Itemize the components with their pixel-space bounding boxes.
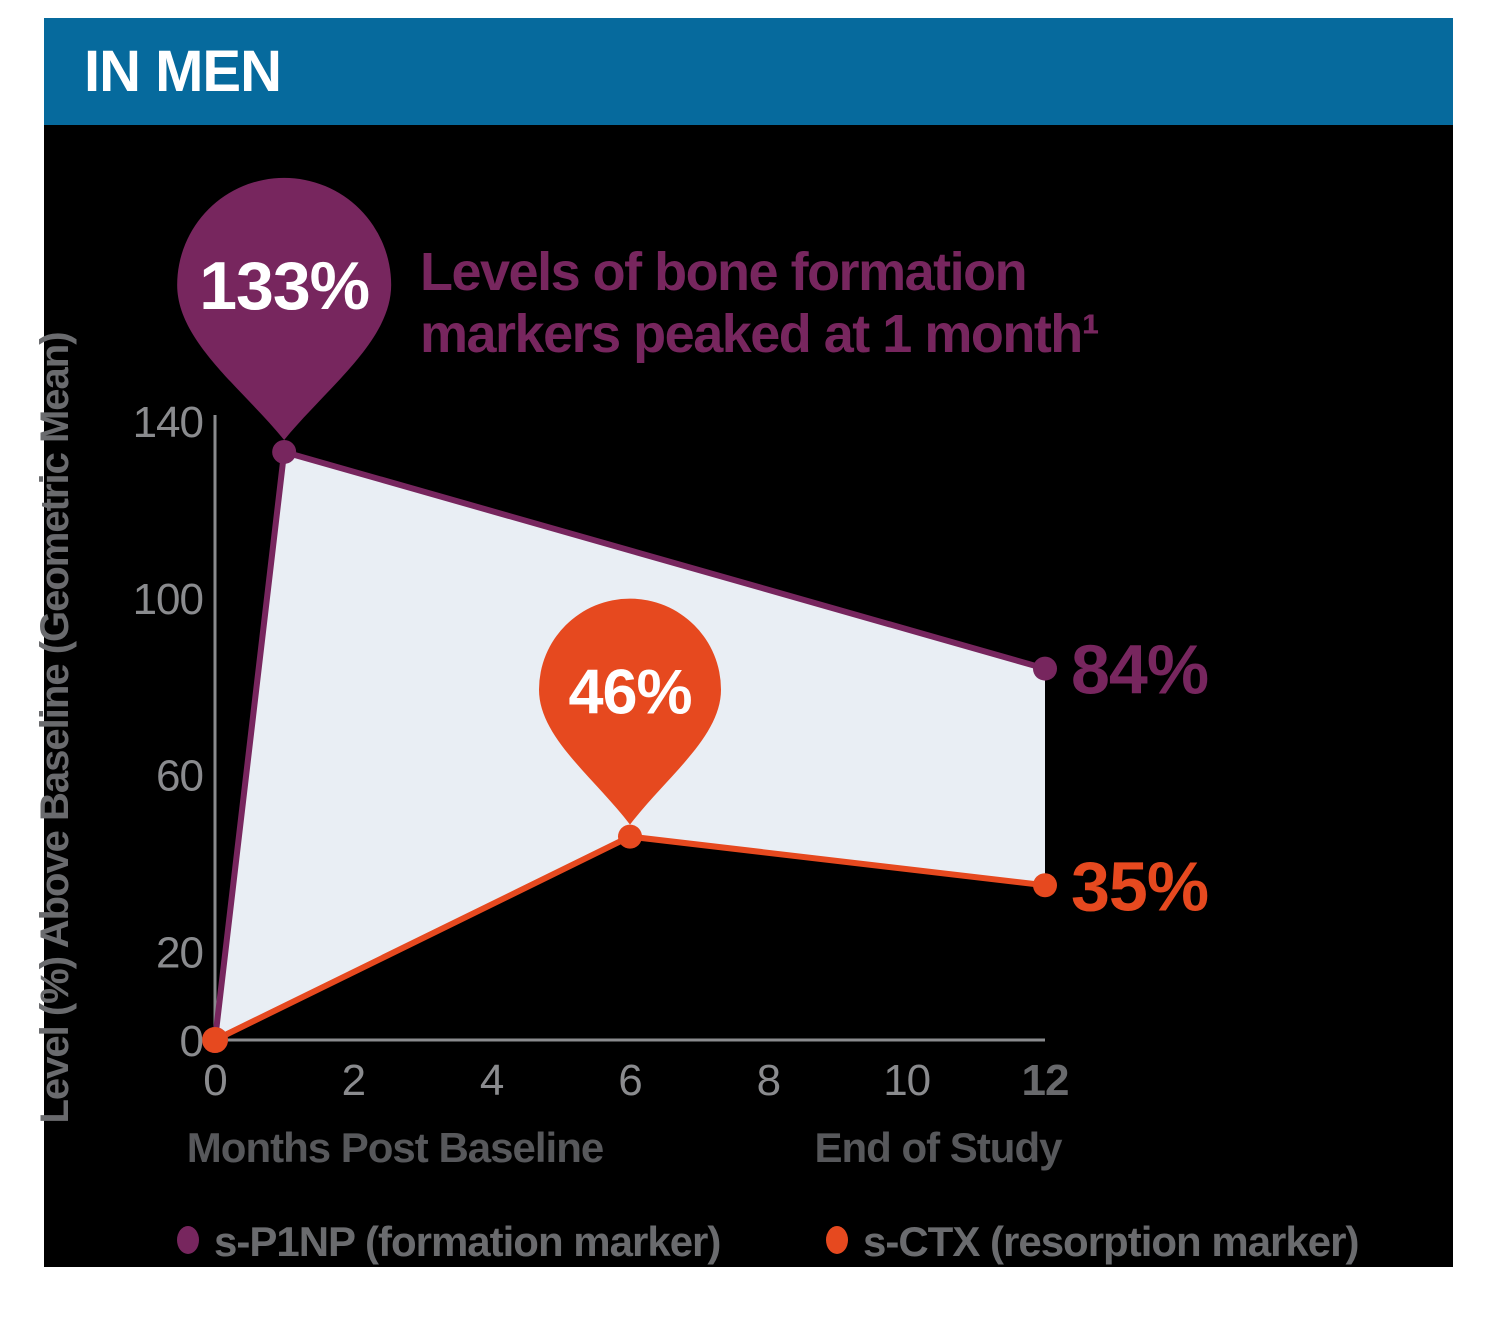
y-axis-tick-labels: 0 20 60 100 140 — [133, 398, 204, 1066]
x-tick-label-4: 4 — [480, 1056, 504, 1105]
callout-label-133: 133% — [199, 248, 369, 324]
data-point-s-ctx-12mo — [1033, 873, 1057, 898]
x-tick-label-8: 8 — [757, 1056, 780, 1105]
chart-title-line1: Levels of bone formation — [420, 242, 1026, 302]
end-label-84: 84% — [1071, 631, 1208, 709]
legend-label-s-ctx: s-CTX (resorption marker) — [863, 1218, 1358, 1265]
legend-label-s-p1np: s-P1NP (formation marker) — [214, 1218, 720, 1265]
callout-label-46: 46% — [568, 658, 691, 728]
x-tick-label-10: 10 — [883, 1056, 930, 1105]
data-point-s-ctx-6mo — [618, 824, 642, 849]
header-banner: IN MEN — [44, 18, 1453, 125]
x-axis-tick-labels: 0 2 4 6 8 10 12 — [203, 1056, 1069, 1105]
callout-balloon-s-p1np — [177, 177, 392, 440]
x-tick-label-12: 12 — [1022, 1056, 1069, 1105]
data-point-s-p1np-12mo — [1033, 656, 1057, 681]
series-dots — [202, 439, 1057, 1053]
x-tick-label-6: 6 — [618, 1056, 641, 1105]
legend-dot-s-p1np — [177, 1226, 199, 1254]
y-tick-label-20: 20 — [156, 929, 203, 978]
legend-dot-s-ctx — [826, 1226, 848, 1254]
x-tick-label-2: 2 — [342, 1056, 365, 1105]
x-tick-label-0: 0 — [203, 1056, 226, 1105]
x-axis-caption-end-of-study: End of Study — [815, 1124, 1064, 1171]
chart-legend: s-P1NP (formation marker) s-CTX (resorpt… — [177, 1218, 1359, 1265]
end-label-35: 35% — [1071, 847, 1208, 925]
data-point-s-ctx-0mo — [202, 1027, 228, 1053]
y-tick-label-100: 100 — [133, 575, 203, 624]
x-axis-caption-months: Months Post Baseline — [187, 1124, 603, 1171]
data-point-s-p1np-1mo — [272, 439, 297, 464]
chart-title-line2: markers peaked at 1 month¹ — [420, 304, 1099, 364]
y-tick-label-0: 0 — [180, 1017, 203, 1066]
y-tick-label-60: 60 — [156, 752, 203, 801]
callout-balloon-s-ctx — [539, 598, 721, 825]
banner-title: IN MEN — [84, 39, 282, 104]
y-axis-title: Level (%) Above Baseline (Geometric Mean… — [33, 332, 77, 1123]
y-tick-label-140: 140 — [133, 398, 203, 447]
